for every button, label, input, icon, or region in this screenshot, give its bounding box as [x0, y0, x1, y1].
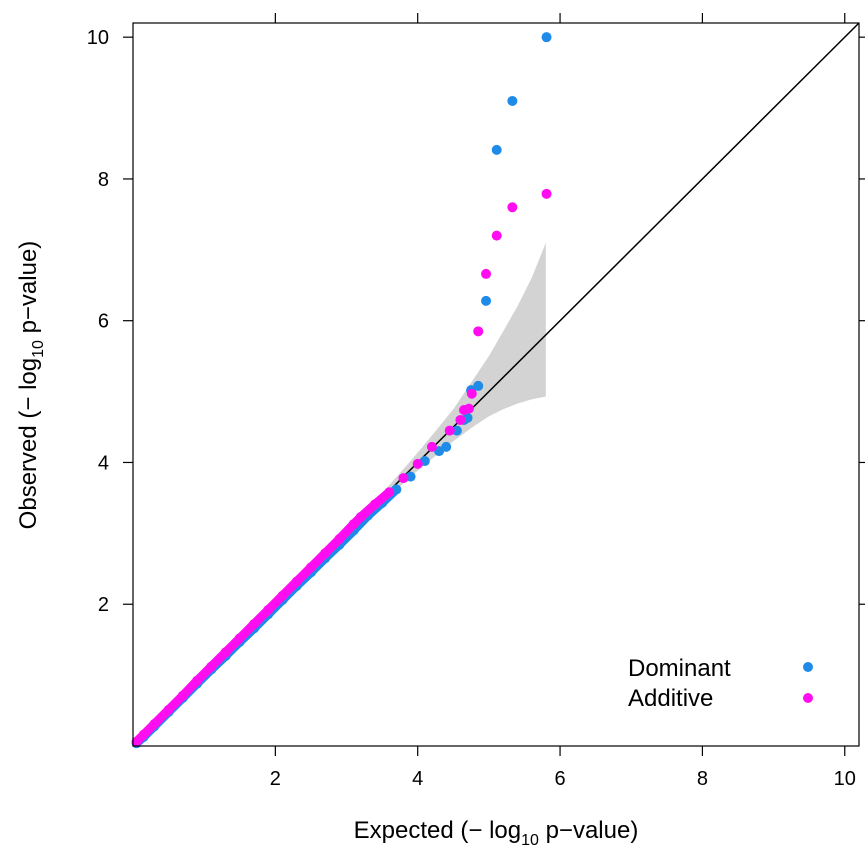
x-axis-label-post: p−value) [539, 817, 638, 844]
data-point [473, 326, 484, 337]
data-point [541, 32, 552, 43]
data-point [131, 736, 142, 747]
data-point [355, 512, 366, 523]
data-point [507, 95, 518, 106]
data-point [491, 144, 502, 155]
x-axis-label-pre: Expected (− log [354, 817, 521, 844]
data-point [473, 380, 484, 391]
data-point [348, 519, 359, 530]
data-point [466, 388, 477, 399]
data-point [370, 499, 380, 510]
x-tick-label: 4 [412, 768, 423, 790]
data-point [277, 590, 288, 601]
data-point [320, 548, 331, 559]
x-axis-label: Expected (− log10 p−value) [354, 817, 639, 849]
y-tick-label: 2 [98, 594, 109, 616]
data-point [426, 441, 437, 452]
data-point [398, 473, 409, 484]
data-point [163, 704, 174, 715]
series-dense-band [132, 487, 394, 747]
data-point [507, 202, 518, 213]
data-point [206, 661, 217, 672]
data-point [149, 719, 160, 730]
data-point [291, 576, 302, 587]
data-point [384, 487, 395, 498]
data-point [412, 458, 423, 469]
legend: Dominant Additive [628, 655, 813, 712]
y-axis-label-pre: Observed (− log [15, 358, 42, 529]
data-point [541, 188, 552, 199]
data-point [455, 414, 466, 425]
data-point [305, 562, 316, 573]
y-axis-label-post: p−value) [15, 241, 42, 340]
data-point [481, 268, 492, 279]
y-tick-label: 6 [98, 311, 109, 333]
data-point [491, 230, 502, 241]
data-point [463, 403, 474, 414]
series-additive [131, 188, 552, 747]
x-tick-label: 2 [270, 768, 281, 790]
plot-frame [132, 22, 860, 747]
legend-label-dominant: Dominant [628, 655, 731, 682]
legend-label-additive: Additive [628, 685, 713, 712]
data-point [444, 425, 455, 436]
data-point [234, 633, 245, 644]
data-point [220, 647, 231, 658]
data-point [138, 729, 149, 740]
x-tick-label: 8 [697, 768, 708, 790]
y-tick-label: 10 [87, 27, 109, 49]
y-axis-label-sub: 10 [30, 340, 47, 358]
data-point [334, 534, 345, 545]
legend-marker-dominant [803, 662, 813, 672]
y-tick-label: 8 [98, 169, 109, 191]
y-axis-label: Observed (− log10 p−value) [15, 241, 47, 530]
data-point [249, 619, 259, 630]
x-tick-label: 6 [554, 768, 565, 790]
y-tick-label: 4 [98, 452, 109, 474]
data-point [481, 295, 492, 306]
data-point [451, 425, 462, 436]
x-axis-label-sub: 10 [521, 832, 539, 849]
x-tick-label: 10 [834, 768, 856, 790]
legend-marker-additive [803, 693, 813, 703]
confidence-band [367, 242, 546, 516]
data-point [263, 604, 274, 615]
data-point [192, 675, 203, 686]
data-point [177, 690, 188, 701]
data-point [441, 441, 452, 452]
